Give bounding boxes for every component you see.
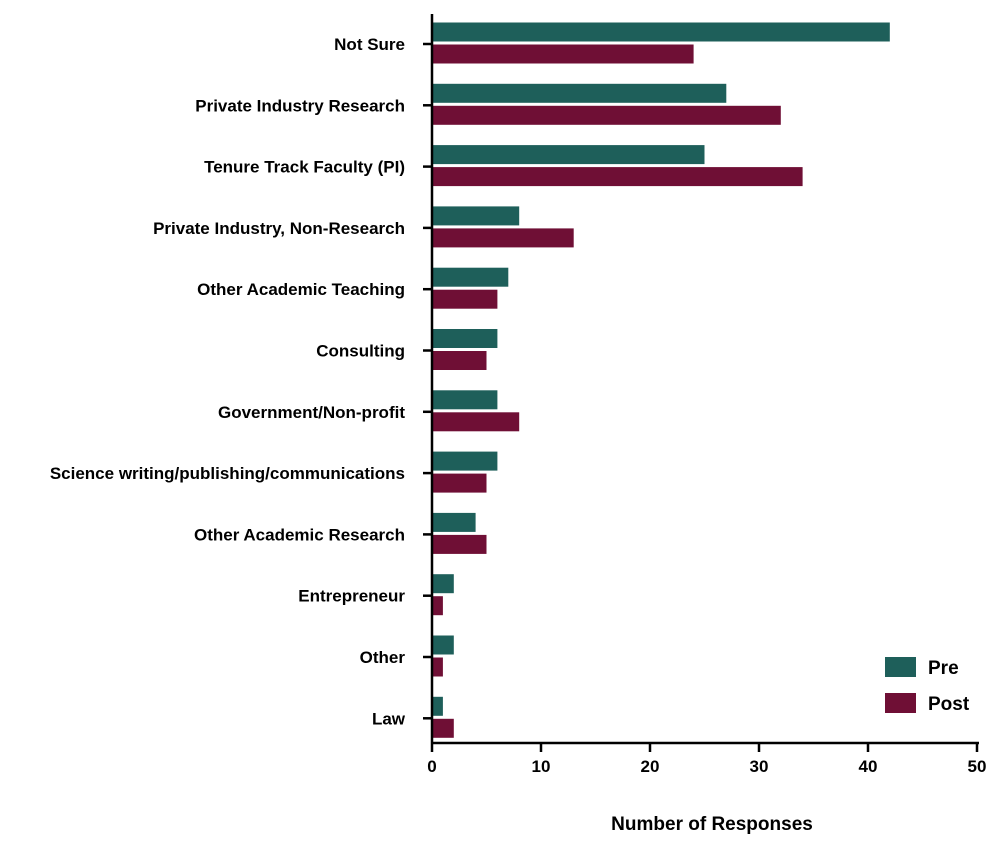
bar-post-science-writing-publishing-communications: [432, 473, 487, 493]
legend: Pre Post: [885, 657, 970, 715]
bar-post-not-sure: [432, 44, 694, 64]
category-label-tenure-track-faculty-pi: Tenure Track Faculty (PI): [204, 158, 405, 177]
bar-pre-other: [432, 635, 454, 655]
x-tick-label: 50: [968, 757, 987, 776]
bar-pre-science-writing-publishing-communications: [432, 451, 498, 471]
bar-post-tenure-track-faculty-pi: [432, 167, 803, 187]
bar-pre-private-industry-research: [432, 83, 727, 103]
x-axis-ticks: [430, 743, 979, 752]
legend-label-pre: Pre: [928, 658, 959, 679]
bar-post-other: [432, 657, 443, 677]
category-label-private-industry-research: Private Industry Research: [195, 96, 405, 115]
bar-post-entrepreneur: [432, 596, 443, 616]
bar-post-private-industry-research: [432, 105, 781, 125]
category-label-science-writing-publishing-communications: Science writing/publishing/communication…: [50, 464, 405, 483]
bar-pre-entrepreneur: [432, 574, 454, 594]
bars-group: [432, 22, 890, 738]
bar-post-other-academic-research: [432, 534, 487, 554]
bar-pre-private-industry-non-research: [432, 206, 520, 226]
bar-post-law: [432, 718, 454, 738]
category-label-government-non-profit: Government/Non-profit: [218, 403, 405, 422]
bar-pre-tenure-track-faculty-pi: [432, 145, 705, 165]
category-label-other-academic-teaching: Other Academic Teaching: [197, 280, 405, 299]
bar-pre-other-academic-research: [432, 512, 476, 532]
category-label-entrepreneur: Entrepreneur: [298, 587, 405, 606]
bar-pre-not-sure: [432, 22, 890, 42]
bar-pre-other-academic-teaching: [432, 267, 509, 287]
x-tick-label: 20: [641, 757, 660, 776]
x-axis-title: Number of Responses: [611, 814, 813, 835]
category-label-other: Other: [360, 648, 406, 667]
category-label-not-sure: Not Sure: [334, 35, 405, 54]
bar-pre-consulting: [432, 329, 498, 348]
x-tick-label: 10: [532, 757, 551, 776]
bar-post-government-non-profit: [432, 412, 520, 432]
category-label-other-academic-research: Other Academic Research: [194, 525, 405, 544]
bar-post-other-academic-teaching: [432, 289, 498, 309]
bar-post-private-industry-non-research: [432, 228, 574, 248]
category-labels: Not Sure Private Industry Research Tenure …: [50, 35, 406, 728]
legend-label-post: Post: [928, 694, 970, 715]
category-label-law: Law: [372, 709, 406, 728]
x-tick-label: 30: [750, 757, 769, 776]
bar-pre-law: [432, 696, 443, 716]
x-tick-label: 40: [859, 757, 878, 776]
legend-swatch-pre: [885, 657, 916, 677]
category-label-consulting: Consulting: [316, 342, 405, 361]
category-label-private-industry-non-research: Private Industry, Non-Research: [153, 219, 405, 238]
y-axis-ticks: [423, 42, 432, 720]
x-tick-label: 0: [427, 757, 436, 776]
bar-pre-government-non-profit: [432, 390, 498, 410]
legend-swatch-post: [885, 693, 916, 713]
bar-post-consulting: [432, 351, 487, 370]
x-axis-tick-labels: 0 10 20 30 40 50: [427, 757, 986, 776]
